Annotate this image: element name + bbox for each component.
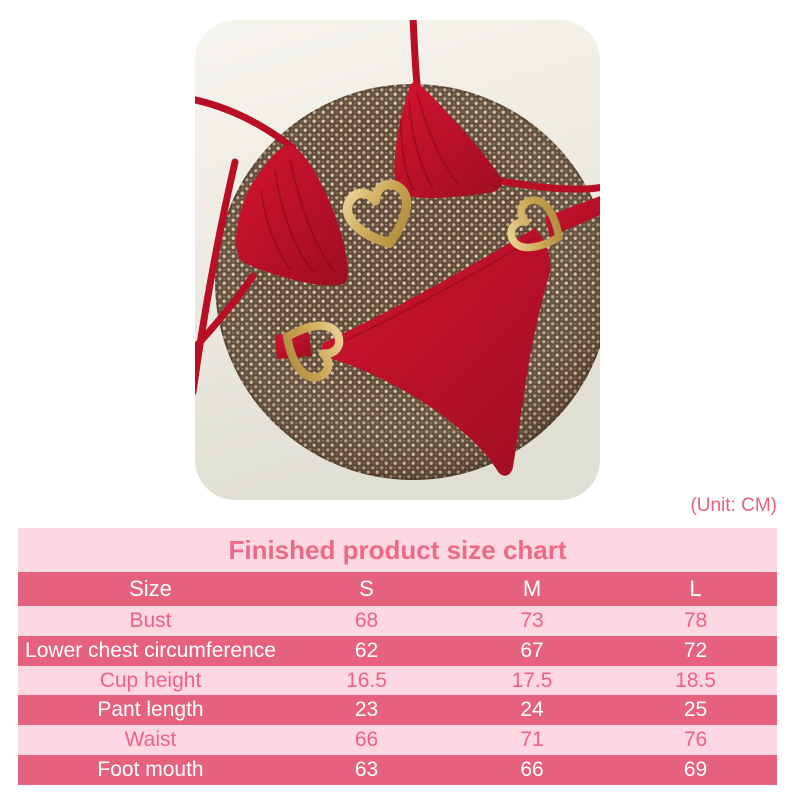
column-header-l: L xyxy=(689,576,702,601)
row-label: Cup height xyxy=(99,668,202,692)
cell-value: 68 xyxy=(354,608,379,632)
size-chart-header-row: Size S M L xyxy=(18,572,777,606)
column-header-m: M xyxy=(522,576,542,601)
table-row-foot-mouth: Foot mouth 63 66 69 xyxy=(18,755,777,785)
column-header-size: Size xyxy=(129,576,172,601)
table-row-bust: Bust 68 73 78 xyxy=(18,606,777,636)
row-label: Lower chest circumference xyxy=(25,638,276,662)
table-row-cup-height: Cup height 16.5 17.5 18.5 xyxy=(18,665,777,696)
cell-value: 76 xyxy=(683,728,708,752)
row-label: Waist xyxy=(124,728,177,752)
cell-value: 71 xyxy=(520,728,544,752)
cell-value: 17.5 xyxy=(511,668,553,692)
bikini-top-right-cup xyxy=(394,81,503,199)
cell-value: 67 xyxy=(520,638,544,662)
cell-value: 24 xyxy=(520,698,544,722)
cell-value: 66 xyxy=(354,728,379,752)
cell-value: 69 xyxy=(683,758,708,782)
row-label: Foot mouth xyxy=(97,758,204,782)
cell-value: 73 xyxy=(520,608,544,632)
cell-value: 16.5 xyxy=(346,668,387,692)
cell-value: 63 xyxy=(354,758,379,782)
cell-value: 25 xyxy=(683,698,708,722)
row-label: Pant length xyxy=(97,698,204,722)
gold-heart-buckle-icon xyxy=(282,321,344,382)
table-row-pant-length: Pant length 23 24 25 xyxy=(18,695,777,726)
cell-value: 18.5 xyxy=(675,668,716,692)
gold-heart-buckles xyxy=(282,179,563,382)
column-header-s: S xyxy=(359,576,374,601)
product-photo xyxy=(195,20,600,500)
bikini-top-left-cup xyxy=(236,145,348,286)
table-row-waist: Waist 66 71 76 xyxy=(18,725,777,756)
cell-value: 72 xyxy=(683,638,708,662)
halter-straps xyxy=(195,20,600,396)
row-label: Bust xyxy=(129,608,172,632)
gold-heart-buckle-icon xyxy=(507,196,563,252)
cell-value: 23 xyxy=(354,698,379,722)
cell-value: 62 xyxy=(354,638,379,662)
cell-value: 66 xyxy=(520,758,544,782)
size-chart-table: Finished product size chart Size S M L B… xyxy=(18,528,777,785)
cell-value: 78 xyxy=(683,608,708,632)
product-photo-art xyxy=(195,20,600,500)
unit-note: (Unit: CM) xyxy=(690,495,777,516)
size-chart-title: Finished product size chart xyxy=(18,528,777,572)
gold-heart-buckle-icon xyxy=(342,179,412,248)
table-row-lower-chest: Lower chest circumference 62 67 72 xyxy=(18,635,777,666)
